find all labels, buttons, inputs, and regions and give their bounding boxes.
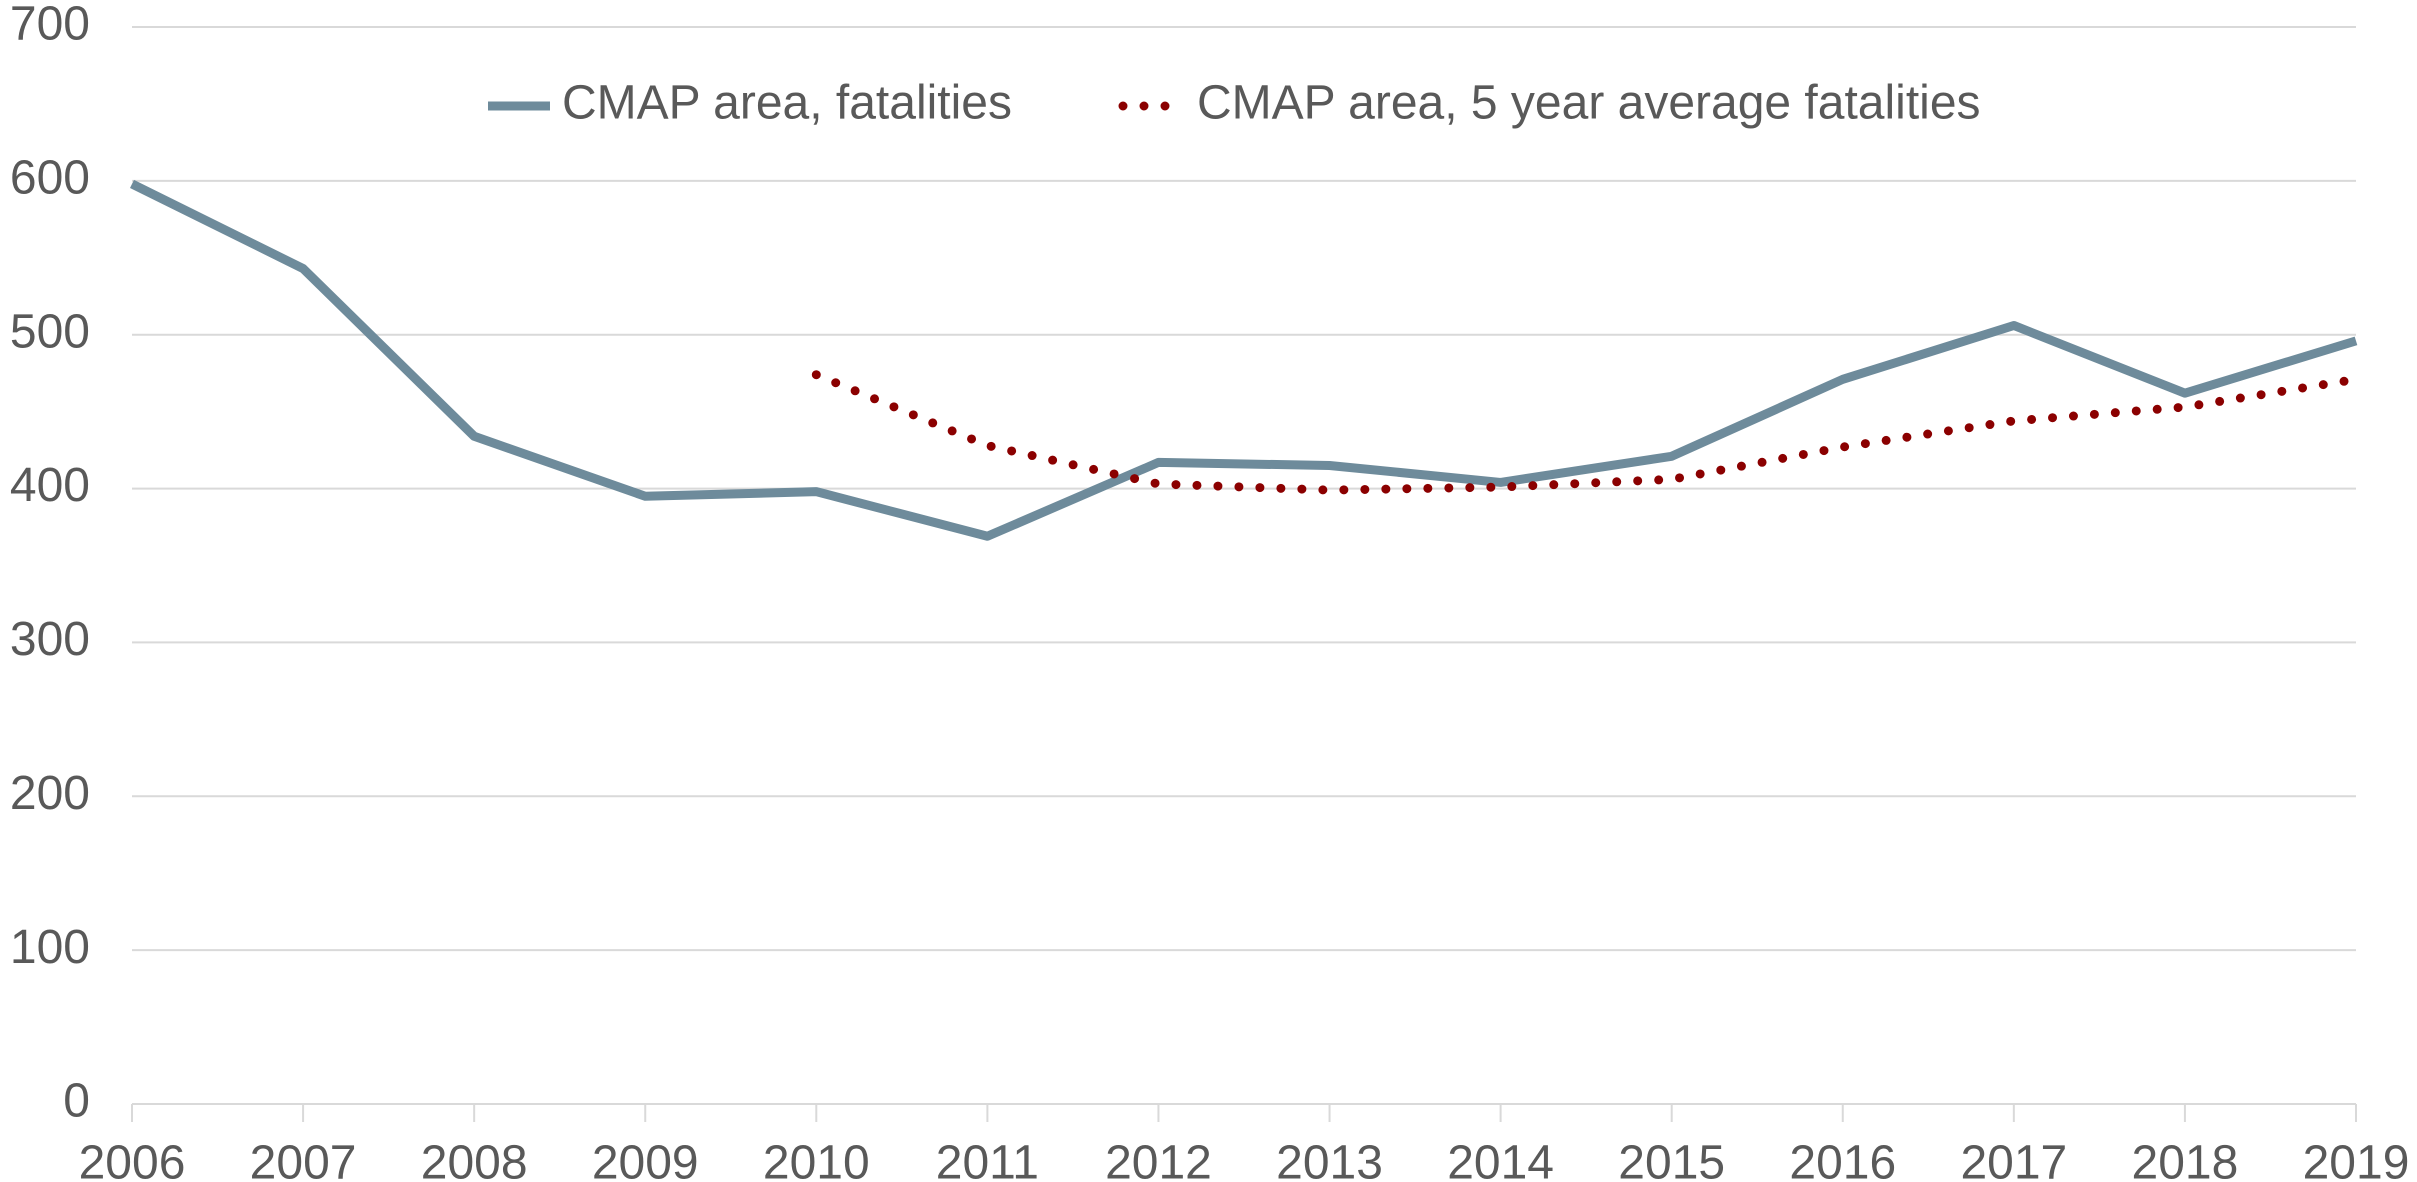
x-tick-label: 2013 bbox=[1276, 1137, 1383, 1182]
series-line bbox=[130, 179, 2358, 541]
x-tick-label: 2019 bbox=[2303, 1137, 2410, 1182]
legend-label: CMAP area, fatalities bbox=[562, 77, 1012, 130]
x-tick-label: 2015 bbox=[1618, 1137, 1725, 1182]
x-tick-label: 2014 bbox=[1447, 1137, 1554, 1182]
x-tick-label: 2017 bbox=[1960, 1137, 2067, 1182]
x-tick-label: 2012 bbox=[1105, 1137, 1212, 1182]
y-tick-label: 100 bbox=[10, 921, 90, 974]
x-tick-label: 2018 bbox=[2132, 1137, 2239, 1182]
x-tick-label: 2009 bbox=[592, 1137, 699, 1182]
x-tick-label: 2011 bbox=[936, 1137, 1039, 1182]
y-tick-label: 200 bbox=[10, 767, 90, 820]
legend-label: CMAP area, 5 year average fatalities bbox=[1197, 77, 1981, 130]
y-tick-label: 0 bbox=[63, 1075, 90, 1128]
y-tick-label: 500 bbox=[10, 305, 90, 358]
x-tick-label: 2006 bbox=[79, 1137, 186, 1182]
x-tick-label: 2016 bbox=[1789, 1137, 1896, 1182]
y-tick-label: 400 bbox=[10, 459, 90, 512]
series-line bbox=[811, 370, 2361, 495]
y-tick-label: 600 bbox=[10, 152, 90, 205]
y-tick-label: 700 bbox=[10, 0, 90, 51]
x-tick-label: 2008 bbox=[421, 1137, 528, 1182]
x-tick-label: 2007 bbox=[250, 1137, 357, 1182]
y-tick-label: 300 bbox=[10, 613, 90, 666]
x-tick-label: 2010 bbox=[763, 1137, 870, 1182]
